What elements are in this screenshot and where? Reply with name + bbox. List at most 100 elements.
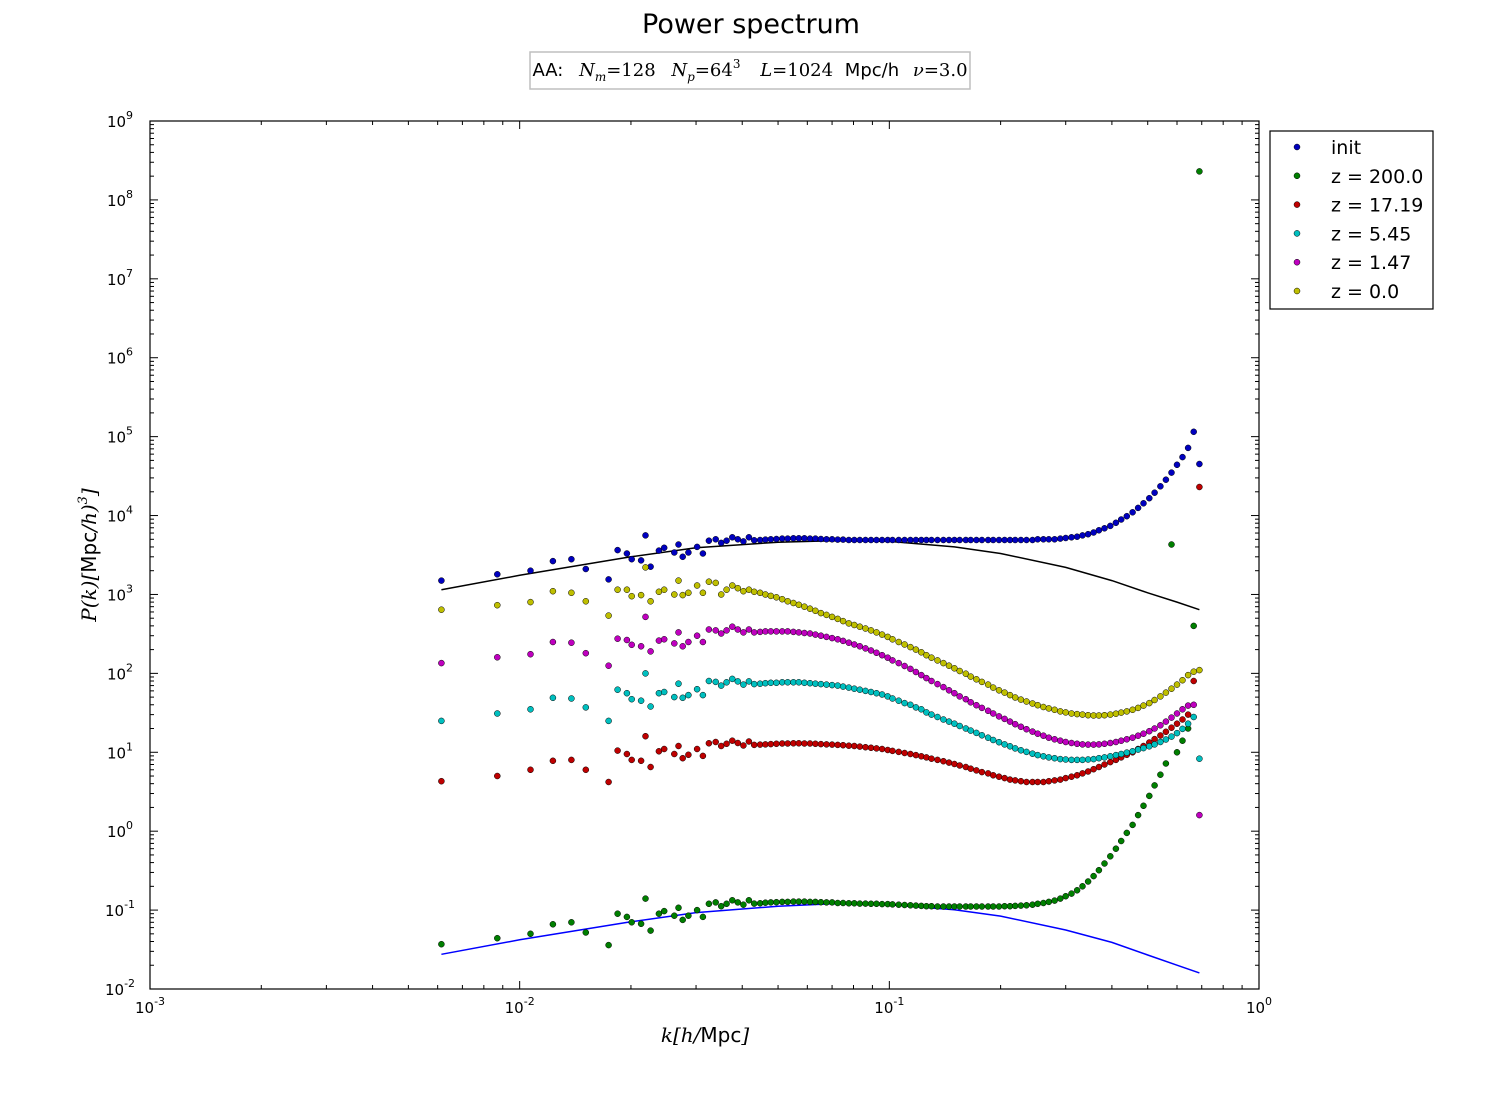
data-point [660,544,668,552]
data-point [671,640,678,647]
data-point [907,701,914,709]
data-point [1101,860,1108,867]
x-axis-label-unit: Mpc [700,1023,741,1047]
data-point [699,550,707,557]
data-point [978,903,986,910]
data-point [1168,733,1175,740]
data-point [801,740,808,747]
data-point [1157,483,1164,490]
data-point [940,659,947,667]
legend-label: z = 0.0 [1331,281,1399,303]
data-point [1095,741,1103,748]
data-point [705,537,713,544]
data-point [907,643,914,651]
data-point [934,657,941,664]
data-point [1095,866,1103,874]
data-point [1095,763,1103,771]
data-point [745,897,753,904]
data-point [784,740,791,747]
data-point [712,579,719,587]
data-point [867,900,875,908]
data-point [734,626,742,633]
data-point [549,757,557,765]
data-point [967,727,974,734]
data-point [1045,754,1053,761]
data-point [1168,724,1175,731]
data-point [740,538,747,545]
subtitle-prefix: AA: [532,60,563,81]
data-point [1040,703,1047,711]
data-point [973,767,980,774]
data-point [912,536,920,544]
data-point [912,751,920,759]
data-point [806,535,814,542]
data-point [647,927,654,934]
series-1 [438,428,1203,584]
data-point [1079,756,1086,764]
data-point [851,900,858,907]
data-point [1190,713,1197,721]
data-point [1068,773,1075,780]
data-point [1190,622,1197,630]
data-point [834,741,841,749]
x-axis-label-pre: k[h/ [661,1023,703,1047]
data-point [1057,708,1064,715]
data-point [568,919,575,926]
y-tick-label-base: 10 [105,981,124,999]
data-point [494,710,501,717]
data-point [1011,777,1019,784]
data-point [767,679,775,687]
data-point [851,621,858,629]
data-point [1123,708,1131,715]
data-point [1162,760,1170,767]
data-point [568,756,575,764]
data-point [717,682,725,689]
data-point [762,741,769,748]
data-point [527,598,534,606]
data-point [989,772,997,779]
data-point [734,536,742,543]
subtitle-l-unit: Mpc/h [845,60,899,81]
data-point [729,534,736,541]
y-tick-label: 104 [107,504,133,526]
data-point [806,898,814,906]
y-tick-label-exp: 5 [126,425,133,438]
data-point [1040,732,1047,739]
data-point [1134,732,1142,739]
data-point [1112,738,1120,746]
data-point [912,668,920,676]
data-point [873,629,880,636]
data-point [745,678,753,685]
data-point [812,607,819,615]
data-point [812,680,819,687]
data-point [928,536,935,544]
data-point [740,587,747,595]
data-point [812,898,819,906]
data-point [675,629,682,636]
series-3 [438,483,1203,786]
legend-label: z = 1.47 [1331,252,1411,274]
data-point [637,557,645,564]
data-point [717,902,725,910]
data-point [1173,681,1181,688]
data-point [1140,702,1147,709]
y-tick-label: 10-1 [105,898,135,920]
data-point [918,706,925,713]
data-point [1062,774,1069,782]
data-point [655,748,663,755]
data-point [828,741,836,748]
data-point [549,587,557,595]
data-point [1162,689,1170,696]
data-point [873,689,880,697]
data-point [1190,668,1197,675]
data-point [790,898,797,905]
legend-items: init z = 200.0 z = 17.19 z = 5.45 z = 1.47 z … [1293,137,1423,303]
data-point [723,537,730,544]
x-tick-label-exp: -1 [893,995,904,1008]
data-point [1173,749,1181,756]
data-point [717,742,725,750]
data-point [973,701,980,709]
data-point [973,903,980,910]
data-point [712,536,719,543]
data-point [729,897,736,904]
